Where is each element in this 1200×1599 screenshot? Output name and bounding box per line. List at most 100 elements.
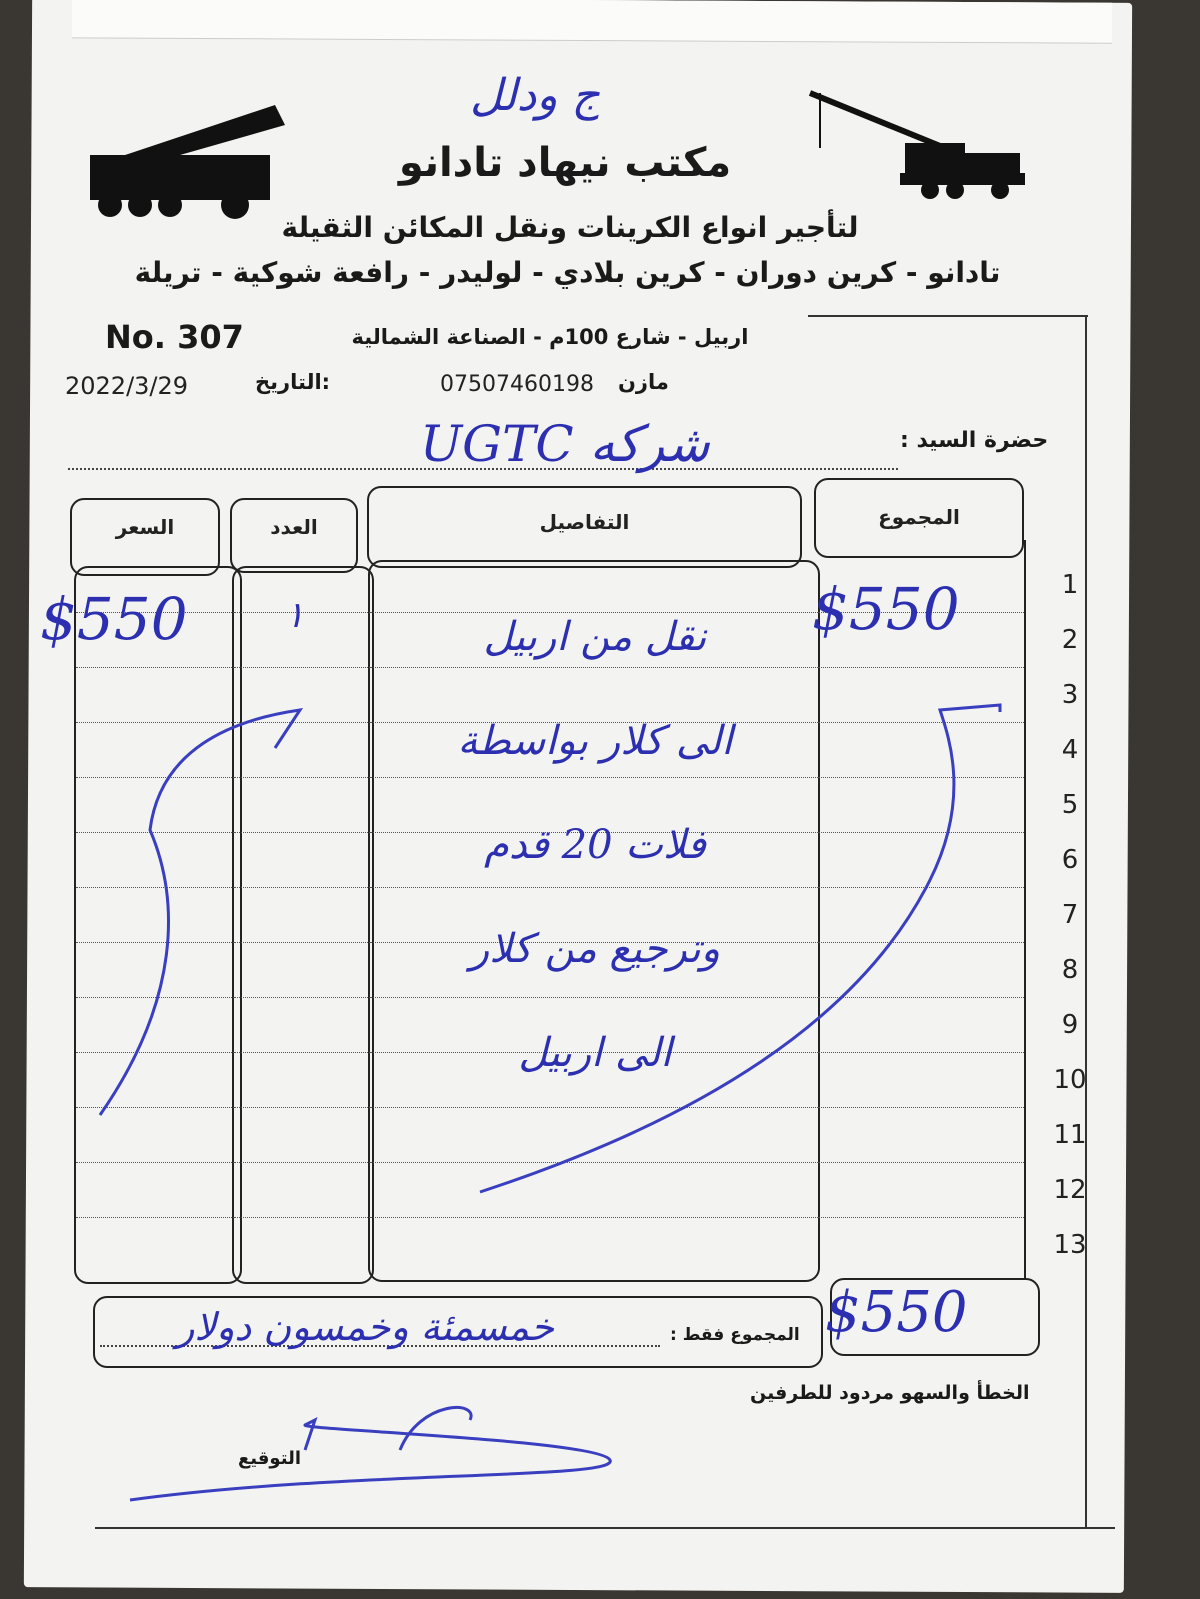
- sum-words-line: [100, 1345, 660, 1347]
- price-column: [74, 566, 242, 1284]
- row-number: 11: [1053, 1120, 1087, 1150]
- row-rule: [818, 1162, 1024, 1163]
- row-rule: [234, 1052, 372, 1053]
- total-value: $550: [812, 575, 960, 643]
- divider: [808, 315, 1088, 317]
- row-rule: [818, 942, 1024, 943]
- bottom-line: [95, 1527, 1115, 1529]
- row-rule: [234, 667, 372, 668]
- row-rule: [76, 887, 240, 888]
- row-rule: [76, 667, 240, 668]
- row-rule: [76, 612, 240, 613]
- crane-truck-icon: [90, 105, 285, 219]
- date-value: 2022/3/29: [65, 372, 189, 400]
- row-number: 3: [1061, 680, 1079, 710]
- row-number: 7: [1061, 900, 1079, 930]
- row-number: 1: [1061, 570, 1079, 600]
- row-rule: [234, 1162, 372, 1163]
- row-number: 8: [1061, 955, 1079, 985]
- price-header-box: [70, 498, 220, 576]
- row-rule: [76, 1052, 240, 1053]
- address: اربيل - شارع 100م - الصناعة الشمالية: [351, 325, 749, 349]
- row-rule: [76, 1162, 240, 1163]
- row-rule: [76, 832, 240, 833]
- row-rule: [370, 1107, 818, 1108]
- qty-header-box: [230, 498, 358, 573]
- row-rule: [818, 722, 1024, 723]
- row-rule: [818, 997, 1024, 998]
- details-line: وترجيع من كلار: [469, 926, 721, 972]
- customer-line: [68, 468, 898, 470]
- grand-total-box: [830, 1278, 1040, 1356]
- details-text: نقل من اربيل الى كلار بواسطة فلات 20 قدم…: [390, 585, 800, 1105]
- row-rule: [234, 997, 372, 998]
- details-line: الى اربيل: [518, 1030, 672, 1076]
- row-rule: [234, 942, 372, 943]
- row-rule: [234, 887, 372, 888]
- row-rule: [818, 887, 1024, 888]
- row-rule: [370, 667, 818, 668]
- header-details: التفاصيل: [539, 510, 630, 534]
- header-total: المجموع: [878, 505, 960, 529]
- row-rule: [818, 667, 1024, 668]
- row-rule: [234, 612, 372, 613]
- row-rule: [76, 997, 240, 998]
- row-rule: [76, 942, 240, 943]
- price-value: $550: [40, 585, 188, 653]
- row-number: 4: [1061, 735, 1079, 765]
- date-label: التاريخ:: [255, 370, 331, 394]
- tagline: لتأجير انواع الكرينات ونقل المكائن الثقي…: [281, 211, 859, 244]
- mobile-crane-icon: [808, 90, 1025, 199]
- row-number: 5: [1061, 790, 1079, 820]
- row-rule: [818, 832, 1024, 833]
- disclaimer: الخطأ والسهو مردود للطرفين: [750, 1382, 1030, 1404]
- handwritten-note: ج ودلل: [470, 70, 600, 121]
- row-rule: [818, 1107, 1024, 1108]
- row-number: 12: [1053, 1175, 1087, 1205]
- row-rule: [818, 1217, 1024, 1218]
- row-number: 6: [1061, 845, 1079, 875]
- row-rule: [234, 1107, 372, 1108]
- row-rule: [76, 1107, 240, 1108]
- sum-words-box: [93, 1296, 823, 1368]
- customer-value: شركه UGTC: [420, 415, 710, 473]
- details-line: فلات 20 قدم: [484, 822, 706, 868]
- details-line: الى كلار بواسطة: [457, 718, 733, 764]
- quantity-value: ١: [285, 595, 305, 636]
- customer-label: حضرة السيد :: [900, 428, 1049, 453]
- signature-label: التوقيع: [238, 1448, 301, 1469]
- row-rule: [76, 777, 240, 778]
- row-rule: [234, 1217, 372, 1218]
- row-rule: [370, 1162, 818, 1163]
- table-right-border: [1024, 540, 1026, 1280]
- row-rule: [818, 1052, 1024, 1053]
- qty-column: [232, 566, 374, 1284]
- row-number: 13: [1053, 1230, 1087, 1260]
- services-list: تادانو - كرين دوران - كرين بلادي - لوليد…: [134, 256, 1001, 289]
- company-name: مكتب نيهاد تادانو: [398, 140, 732, 186]
- row-rule: [370, 1217, 818, 1218]
- row-rule: [818, 777, 1024, 778]
- row-rule: [234, 777, 372, 778]
- receipt-book-flap: [71, 0, 1113, 44]
- header-quantity: العدد: [270, 515, 318, 539]
- details-header-box: [367, 486, 802, 568]
- row-rule: [234, 722, 372, 723]
- contact-name: مازن: [618, 370, 669, 394]
- row-number: 9: [1061, 1010, 1079, 1040]
- header-price: السعر: [115, 515, 175, 539]
- phone: 07507460198: [440, 372, 594, 397]
- right-border: [1085, 315, 1087, 1527]
- row-rule: [76, 722, 240, 723]
- row-rule: [370, 612, 818, 613]
- grand-total: $550: [825, 1280, 968, 1345]
- total-header-box: [814, 478, 1024, 558]
- sum-words: خمسمئة وخمسون دولار: [176, 1305, 554, 1349]
- details-line: نقل من اربيل: [483, 614, 707, 660]
- sum-label: المجموع فقط :: [670, 1325, 800, 1345]
- receipt-number: No. 307: [105, 318, 244, 356]
- row-rule: [818, 612, 1024, 613]
- row-rule: [234, 832, 372, 833]
- row-rule: [76, 1217, 240, 1218]
- row-number: 2: [1061, 625, 1079, 655]
